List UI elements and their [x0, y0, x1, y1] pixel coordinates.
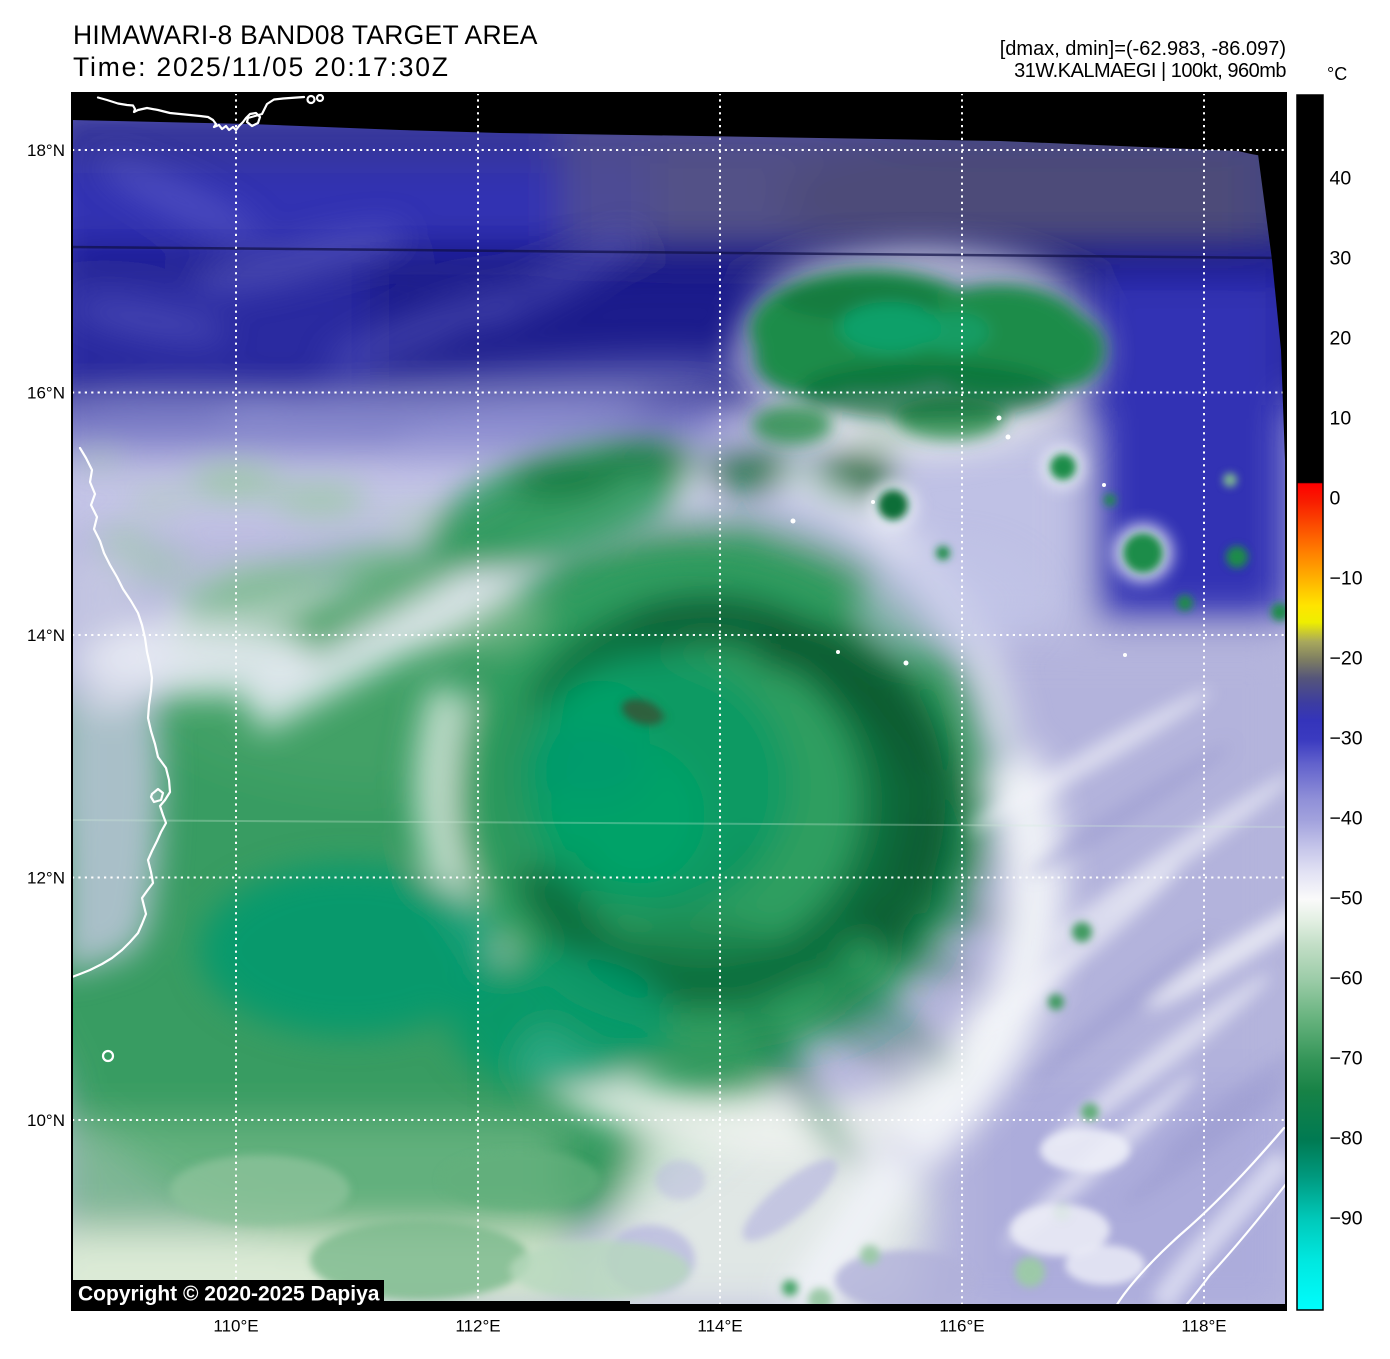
svg-text:0: 0: [1330, 488, 1341, 510]
svg-text:Time: 2025/11/05 20:17:30Z: Time: 2025/11/05 20:17:30Z: [73, 52, 450, 82]
svg-text:−20: −20: [1330, 648, 1363, 670]
svg-text:110°E: 110°E: [213, 1317, 258, 1336]
svg-text:112°E: 112°E: [455, 1317, 500, 1336]
svg-text:−10: −10: [1330, 568, 1363, 590]
svg-text:[dmax, dmin]=(-62.983, -86.097: [dmax, dmin]=(-62.983, -86.097): [1000, 38, 1286, 60]
svg-text:12°N: 12°N: [27, 869, 65, 888]
svg-text:18°N: 18°N: [27, 141, 65, 160]
svg-text:−40: −40: [1330, 808, 1363, 830]
svg-text:−70: −70: [1330, 1048, 1363, 1070]
svg-text:118°E: 118°E: [1181, 1317, 1226, 1336]
svg-text:−30: −30: [1330, 728, 1363, 750]
svg-text:14°N: 14°N: [27, 626, 65, 645]
svg-text:16°N: 16°N: [27, 384, 65, 403]
svg-text:−60: −60: [1330, 968, 1363, 990]
svg-text:Copyright © 2020-2025 Dapiya: Copyright © 2020-2025 Dapiya: [78, 1283, 380, 1306]
svg-text:HIMAWARI-8 BAND08 TARGET AREA: HIMAWARI-8 BAND08 TARGET AREA: [73, 20, 538, 50]
svg-text:114°E: 114°E: [697, 1317, 742, 1336]
svg-text:116°E: 116°E: [939, 1317, 984, 1336]
svg-text:10°N: 10°N: [27, 1111, 65, 1130]
svg-text:31W.KALMAEGI | 100kt, 960mb: 31W.KALMAEGI | 100kt, 960mb: [1014, 60, 1286, 82]
svg-text:20: 20: [1330, 328, 1352, 350]
svg-text:40: 40: [1330, 168, 1352, 190]
svg-text:−90: −90: [1330, 1208, 1363, 1230]
svg-text:10: 10: [1330, 408, 1352, 430]
svg-text:°C: °C: [1327, 64, 1347, 84]
svg-text:−50: −50: [1330, 888, 1363, 910]
svg-text:30: 30: [1330, 248, 1352, 270]
svg-text:−80: −80: [1330, 1128, 1363, 1150]
